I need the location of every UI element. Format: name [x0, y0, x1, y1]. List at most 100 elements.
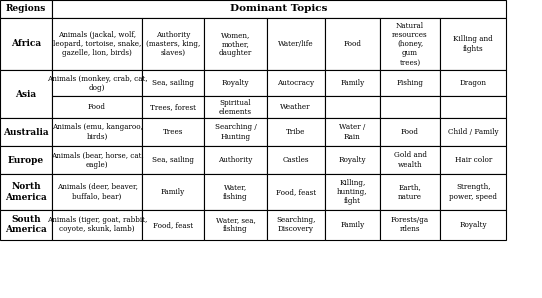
Bar — [267, 174, 325, 210]
Bar — [52, 118, 142, 146]
Text: Killing and
fights: Killing and fights — [453, 35, 493, 52]
Bar — [267, 118, 325, 146]
Text: Royalty: Royalty — [460, 221, 487, 229]
Bar — [142, 210, 204, 240]
Bar — [142, 18, 204, 70]
Text: Trees: Trees — [163, 128, 183, 136]
Text: Spiritual
elements: Spiritual elements — [219, 99, 252, 116]
Text: South
America: South America — [5, 215, 47, 235]
Text: Royalty: Royalty — [222, 79, 249, 87]
Text: Killing,
hunting,
fight: Killing, hunting, fight — [337, 179, 367, 205]
Bar — [440, 174, 506, 210]
Text: Europe: Europe — [8, 156, 44, 164]
Text: Water /
Rain: Water / Rain — [339, 123, 365, 141]
Bar — [142, 146, 204, 174]
Text: Asia: Asia — [16, 89, 36, 99]
Text: Strength,
power, speed: Strength, power, speed — [449, 183, 497, 201]
Bar — [440, 96, 506, 118]
Bar — [440, 70, 506, 96]
Text: Food: Food — [88, 103, 106, 111]
Text: Animals (emu, kangaroo,
birds): Animals (emu, kangaroo, birds) — [51, 123, 143, 141]
Text: Africa: Africa — [11, 39, 41, 49]
Bar — [440, 118, 506, 146]
Bar — [380, 146, 440, 174]
Text: Earth,
nature: Earth, nature — [398, 183, 422, 201]
Bar — [325, 146, 380, 174]
Bar — [325, 70, 380, 96]
Bar — [380, 118, 440, 146]
Bar — [142, 118, 204, 146]
Bar — [0, 118, 52, 146]
Text: North
America: North America — [5, 182, 47, 202]
Text: Animals (jackal, wolf,
leopard, tortoise, snake,
gazelle, lion, birds): Animals (jackal, wolf, leopard, tortoise… — [53, 31, 141, 57]
Bar — [380, 70, 440, 96]
Text: Family: Family — [340, 79, 364, 87]
Bar — [0, 210, 52, 240]
Text: Regions: Regions — [6, 4, 46, 13]
Bar — [380, 210, 440, 240]
Bar — [204, 210, 267, 240]
Bar — [267, 96, 325, 118]
Text: Water,
fishing: Water, fishing — [223, 183, 248, 201]
Bar — [380, 18, 440, 70]
Bar — [325, 18, 380, 70]
Text: Autocracy: Autocracy — [277, 79, 314, 87]
Text: Fishing: Fishing — [397, 79, 423, 87]
Bar — [204, 118, 267, 146]
Text: Searching,
Discovery: Searching, Discovery — [276, 216, 315, 233]
Bar — [380, 96, 440, 118]
Bar — [0, 146, 52, 174]
Text: Food, feast: Food, feast — [153, 221, 193, 229]
Text: Animals (tiger, goat, rabbit,
coyote, skunk, lamb): Animals (tiger, goat, rabbit, coyote, sk… — [47, 216, 147, 233]
Text: Dragon: Dragon — [460, 79, 487, 87]
Bar — [267, 210, 325, 240]
Bar — [0, 0, 52, 18]
Text: Water, sea,
fishing: Water, sea, fishing — [216, 216, 255, 233]
Bar — [0, 174, 52, 210]
Text: Tribe: Tribe — [286, 128, 305, 136]
Text: Food, feast: Food, feast — [275, 188, 316, 196]
Bar — [142, 96, 204, 118]
Bar — [52, 146, 142, 174]
Bar — [52, 70, 142, 96]
Text: Forests/ga
rdens: Forests/ga rdens — [391, 216, 429, 233]
Bar — [325, 118, 380, 146]
Text: Food: Food — [343, 40, 362, 48]
Bar — [204, 146, 267, 174]
Bar — [52, 0, 506, 18]
Bar — [52, 96, 142, 118]
Text: Sea, sailing: Sea, sailing — [152, 156, 194, 164]
Bar — [52, 18, 142, 70]
Text: Family: Family — [340, 221, 364, 229]
Text: Dominant Topics: Dominant Topics — [230, 4, 328, 13]
Text: Weather: Weather — [280, 103, 311, 111]
Text: Women,
mother,
daughter: Women, mother, daughter — [219, 31, 252, 57]
Text: Family: Family — [161, 188, 185, 196]
Bar — [380, 174, 440, 210]
Bar — [204, 96, 267, 118]
Text: Authority: Authority — [218, 156, 253, 164]
Bar — [0, 70, 52, 118]
Text: Royalty: Royalty — [339, 156, 366, 164]
Bar — [325, 210, 380, 240]
Text: Castles: Castles — [282, 156, 309, 164]
Text: Trees, forest: Trees, forest — [150, 103, 196, 111]
Text: Natural
resources
(honey,
gum
trees): Natural resources (honey, gum trees) — [392, 21, 428, 66]
Text: Australia: Australia — [3, 128, 49, 136]
Bar — [267, 70, 325, 96]
Text: Animals (deer, beaver,
buffalo, bear): Animals (deer, beaver, buffalo, bear) — [56, 183, 138, 201]
Bar — [204, 18, 267, 70]
Bar — [267, 18, 325, 70]
Bar — [0, 18, 52, 70]
Bar — [204, 174, 267, 210]
Text: Food: Food — [401, 128, 419, 136]
Bar — [440, 146, 506, 174]
Bar — [204, 70, 267, 96]
Text: Animals (bear, horse, cat,
eagle): Animals (bear, horse, cat, eagle) — [50, 151, 144, 169]
Bar — [267, 146, 325, 174]
Text: Hair color: Hair color — [455, 156, 492, 164]
Text: Child / Family: Child / Family — [448, 128, 499, 136]
Text: Authority
(masters, king,
slaves): Authority (masters, king, slaves) — [146, 31, 201, 57]
Bar — [142, 70, 204, 96]
Text: Searching /
Hunting: Searching / Hunting — [215, 123, 256, 141]
